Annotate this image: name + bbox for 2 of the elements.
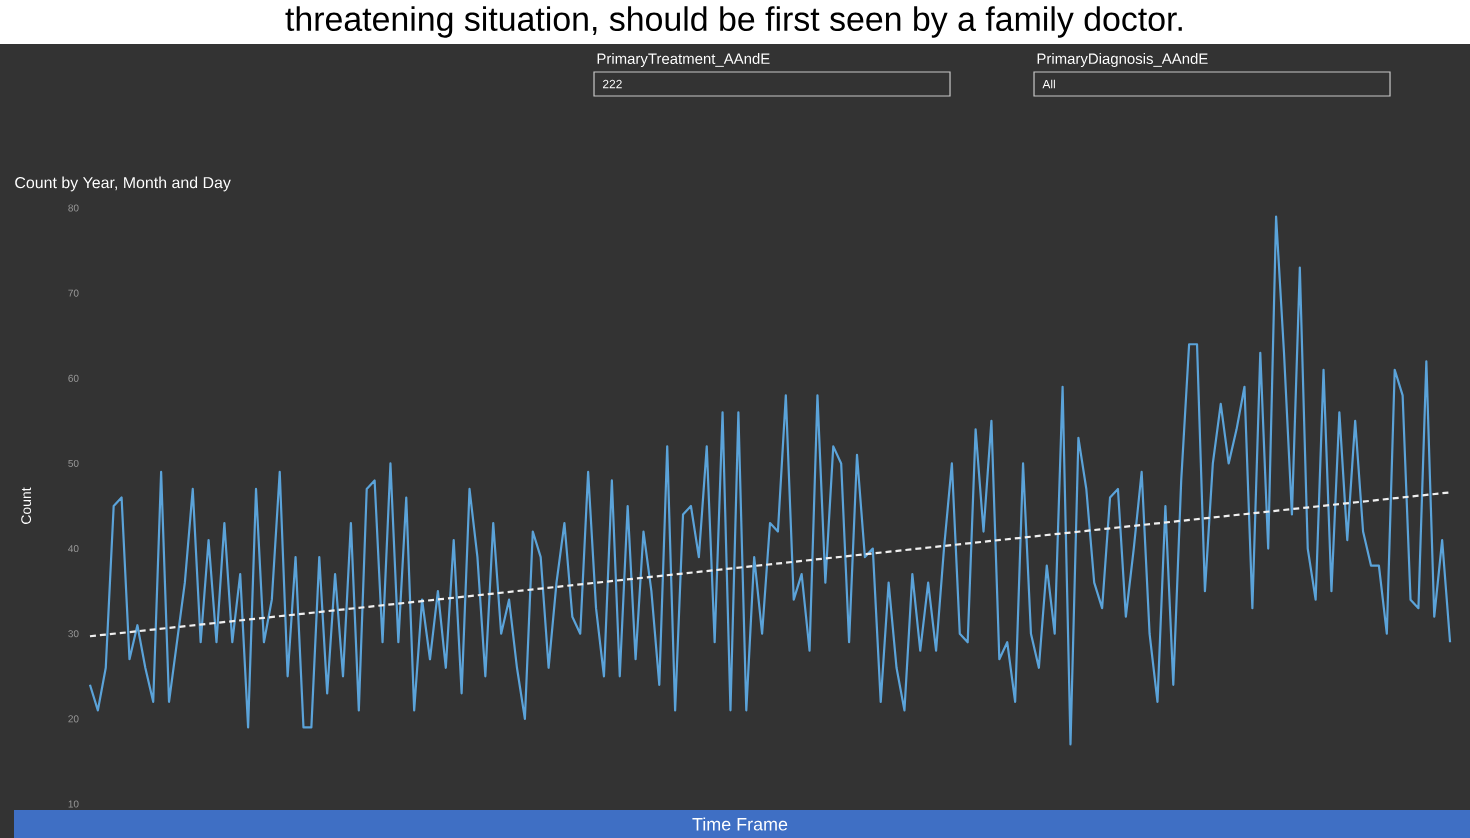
x-axis-title: Time Frame <box>692 817 788 831</box>
text: threatening situation, should be first seen by a family doctor. <box>285 6 1182 38</box>
